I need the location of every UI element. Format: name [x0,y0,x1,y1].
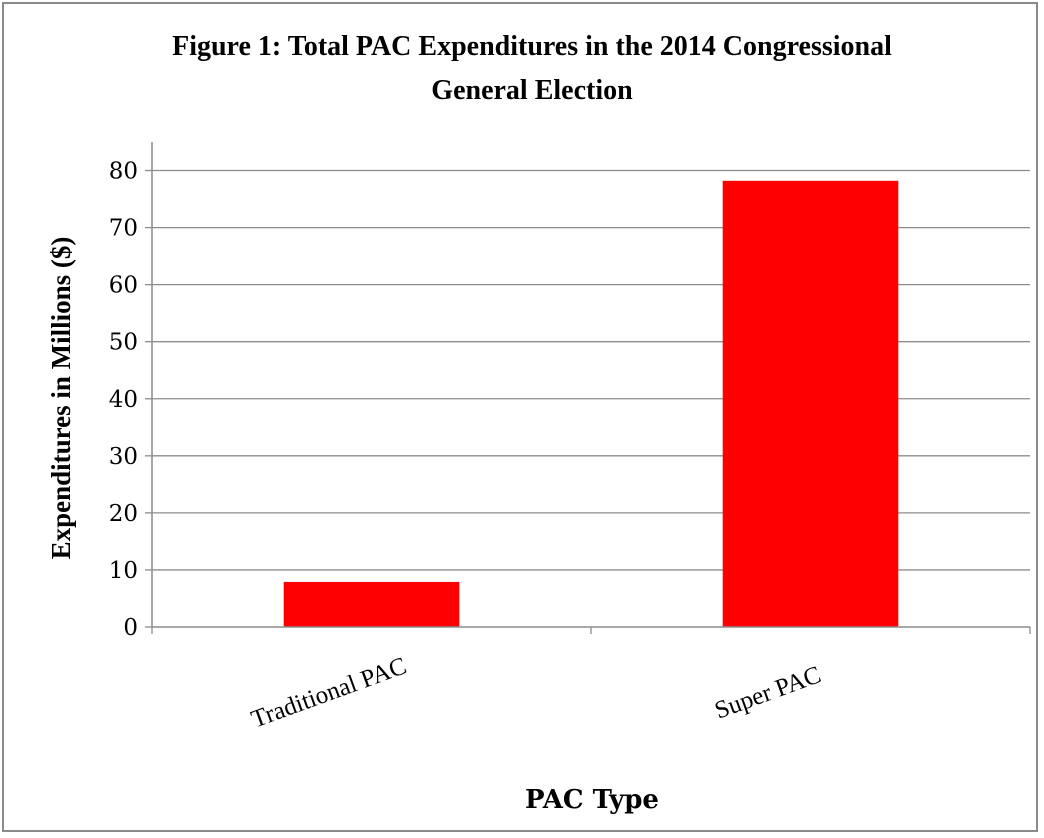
bars [283,180,899,628]
y-tick-label: 20 [109,501,138,527]
x-tick-label: Traditional PAC [248,652,410,733]
y-tick-labels: 0 10 20 30 40 50 60 70 80 [109,159,138,641]
chart-title-line-2: General Election [431,75,633,106]
y-tick-label: 70 [109,216,138,242]
y-tick-label: 10 [109,558,138,584]
y-tick-label: 40 [109,387,138,413]
y-tick-label: 0 [123,615,138,641]
chart-title: Figure 1: Total PAC Expenditures in the … [172,31,892,106]
x-tick-labels: Traditional PAC Super PAC [248,652,825,733]
y-tick-label: 80 [109,159,138,185]
y-tick-label: 50 [109,330,138,356]
y-axis-label: Expenditures in Millions ($) [46,237,76,560]
chart-title-line-1: Figure 1: Total PAC Expenditures in the … [172,31,892,62]
y-tick-label: 60 [109,273,138,299]
x-tick-label: Super PAC [711,661,824,724]
y-tick-label: 30 [109,444,138,470]
bar [283,581,460,627]
axes [145,142,1031,634]
bar [722,180,899,628]
x-axis-label: PAC Type [525,785,659,815]
